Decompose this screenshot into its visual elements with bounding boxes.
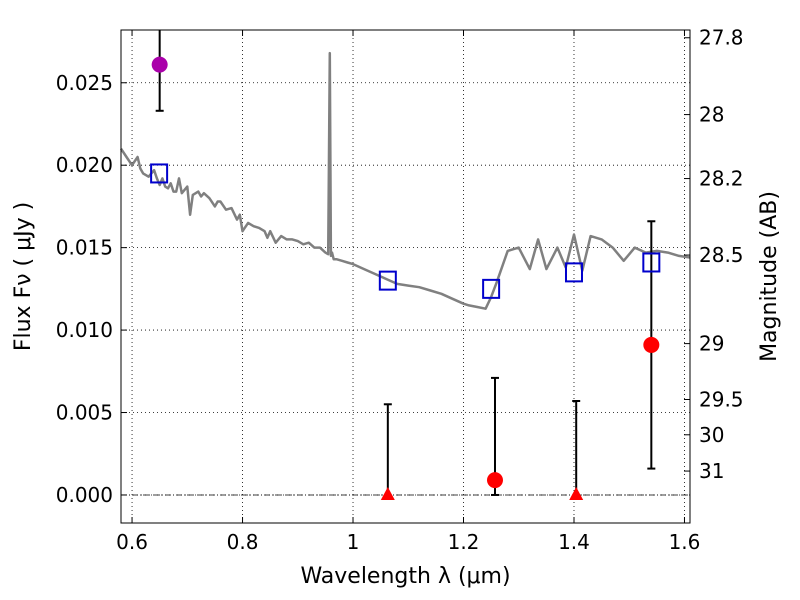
y2-tick-label: 28 xyxy=(699,103,724,127)
y2-tick-label: 31 xyxy=(699,459,724,483)
model-photometry-point xyxy=(642,252,661,273)
y-tick-label: 0.025 xyxy=(56,71,113,95)
y-tick-label: 0.005 xyxy=(56,401,113,425)
y2-tick-label: 29 xyxy=(699,332,724,356)
y-tick-label: 0.000 xyxy=(56,483,113,507)
spectrum-layer xyxy=(119,51,691,310)
y2-tick-label: 28.5 xyxy=(699,243,744,267)
y2-tick-label: 27.8 xyxy=(699,26,744,50)
x-tick-label: 1.4 xyxy=(558,530,590,554)
y2-tick-label: 29.5 xyxy=(699,388,744,412)
model-photometry-point xyxy=(482,278,501,299)
grid-layer xyxy=(121,30,690,523)
upper-limits-point xyxy=(569,486,584,500)
tick-layer: 0.6 0.8 1 1.2 1.4 1.6 0.000 0.005 0.010 0.015 0.02… xyxy=(56,26,744,554)
optical-flux-point xyxy=(151,56,168,73)
y-tick-label: 0.015 xyxy=(56,236,113,260)
plot-frame xyxy=(120,29,691,524)
model-photometry-point xyxy=(564,262,583,283)
y-tick-label: 0.020 xyxy=(56,153,113,177)
upper-limits-point xyxy=(380,486,395,500)
x-tick-label: 1.2 xyxy=(448,530,480,554)
y2-axis-label: Magnitude (AB) xyxy=(757,191,782,362)
x-tick-label: 1 xyxy=(347,530,360,554)
y-tick-label: 0.010 xyxy=(56,318,113,342)
measured-flux-point xyxy=(486,472,503,489)
x-tick-label: 0.6 xyxy=(116,530,148,554)
marker-layer xyxy=(150,56,661,500)
model-photometry-point xyxy=(378,270,397,291)
y2-tick-label: 30 xyxy=(699,423,724,447)
x-tick-label: 1.6 xyxy=(669,530,701,554)
y-axis-label: Flux Fν ( μJy ) xyxy=(11,202,36,351)
y2-tick-label: 28.2 xyxy=(699,167,744,191)
template-spectrum-line xyxy=(119,51,691,310)
measured-flux-point xyxy=(643,336,660,353)
x-tick-label: 0.8 xyxy=(227,530,259,554)
x-axis-label: Wavelength λ (μm) xyxy=(300,564,510,589)
model-photometry-point xyxy=(150,163,169,184)
